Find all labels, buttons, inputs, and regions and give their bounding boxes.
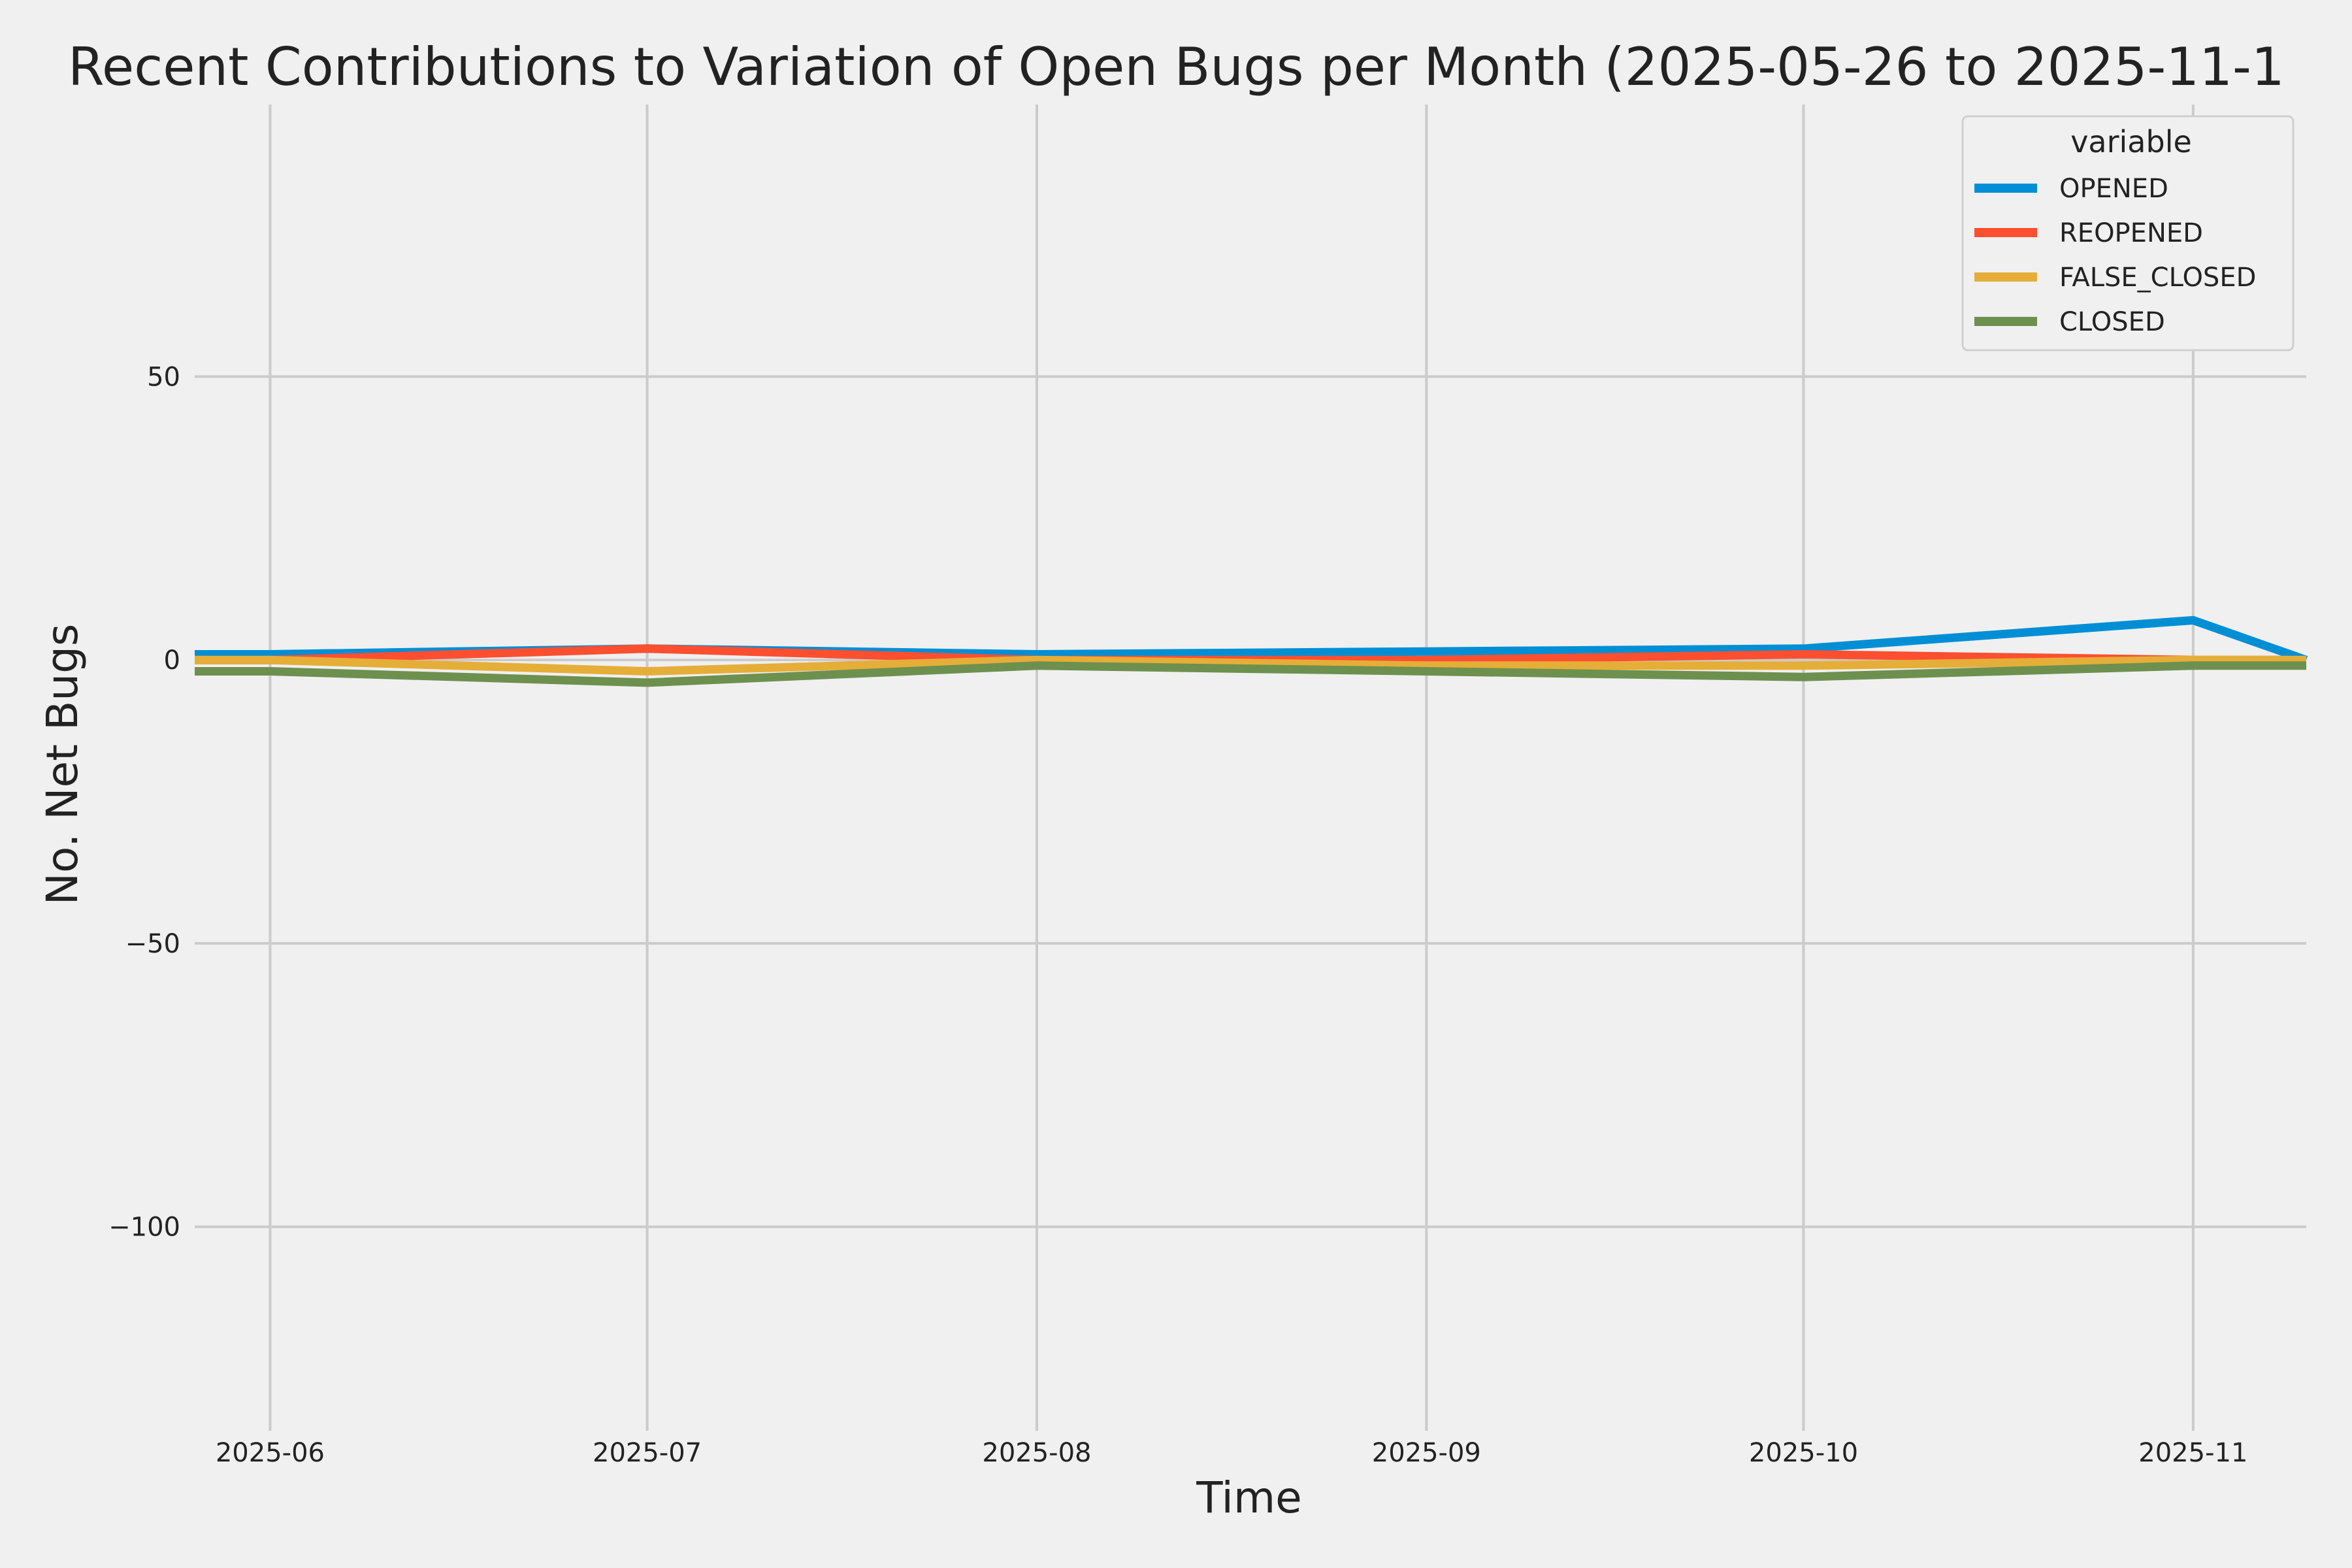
x-tick-label: 2025-11 <box>2138 1438 2247 1468</box>
series-line-opened <box>195 615 2308 664</box>
y-tick-label: 0 <box>164 645 180 676</box>
x-tick-labels: 2025-06 2025-07 2025-08 2025-09 2025-10 2025-… <box>216 1438 2248 1468</box>
series-line-false-closed <box>195 655 2306 676</box>
chart-title: Recent Contributions to Variation of Ope… <box>68 37 2285 97</box>
y-tick-label: 50 <box>147 362 180 392</box>
legend-label: OPENED <box>2059 174 2168 204</box>
legend-items: OPENED REOPENED FALSE_CLOSED CLOSED <box>1974 174 2256 337</box>
y-tick-labels: 50 0 −50 −100 <box>108 362 180 1242</box>
y-axis-label: No. Net Bugs <box>37 624 88 906</box>
legend-label: REOPENED <box>2059 218 2203 248</box>
y-tick-label: −50 <box>125 929 180 959</box>
x-axis-label: Time <box>1196 1473 1302 1523</box>
x-tick-label: 2025-09 <box>1372 1438 1481 1468</box>
x-tick-label: 2025-10 <box>1749 1438 1858 1468</box>
y-tick-label: −100 <box>108 1213 180 1243</box>
series-lines <box>195 615 2308 687</box>
x-tick-label: 2025-08 <box>982 1438 1091 1468</box>
x-tick-label: 2025-06 <box>216 1438 325 1468</box>
x-tick-label: 2025-07 <box>593 1438 702 1468</box>
legend-label: FALSE_CLOSED <box>2059 263 2256 293</box>
series-line-closed <box>195 661 2306 687</box>
legend-label: CLOSED <box>2059 307 2165 337</box>
legend-title: variable <box>2070 124 2192 159</box>
legend: variable OPENED REOPENED FALSE_CLOSED CLOSE… <box>1961 115 2295 351</box>
legend-box <box>1961 115 2295 351</box>
